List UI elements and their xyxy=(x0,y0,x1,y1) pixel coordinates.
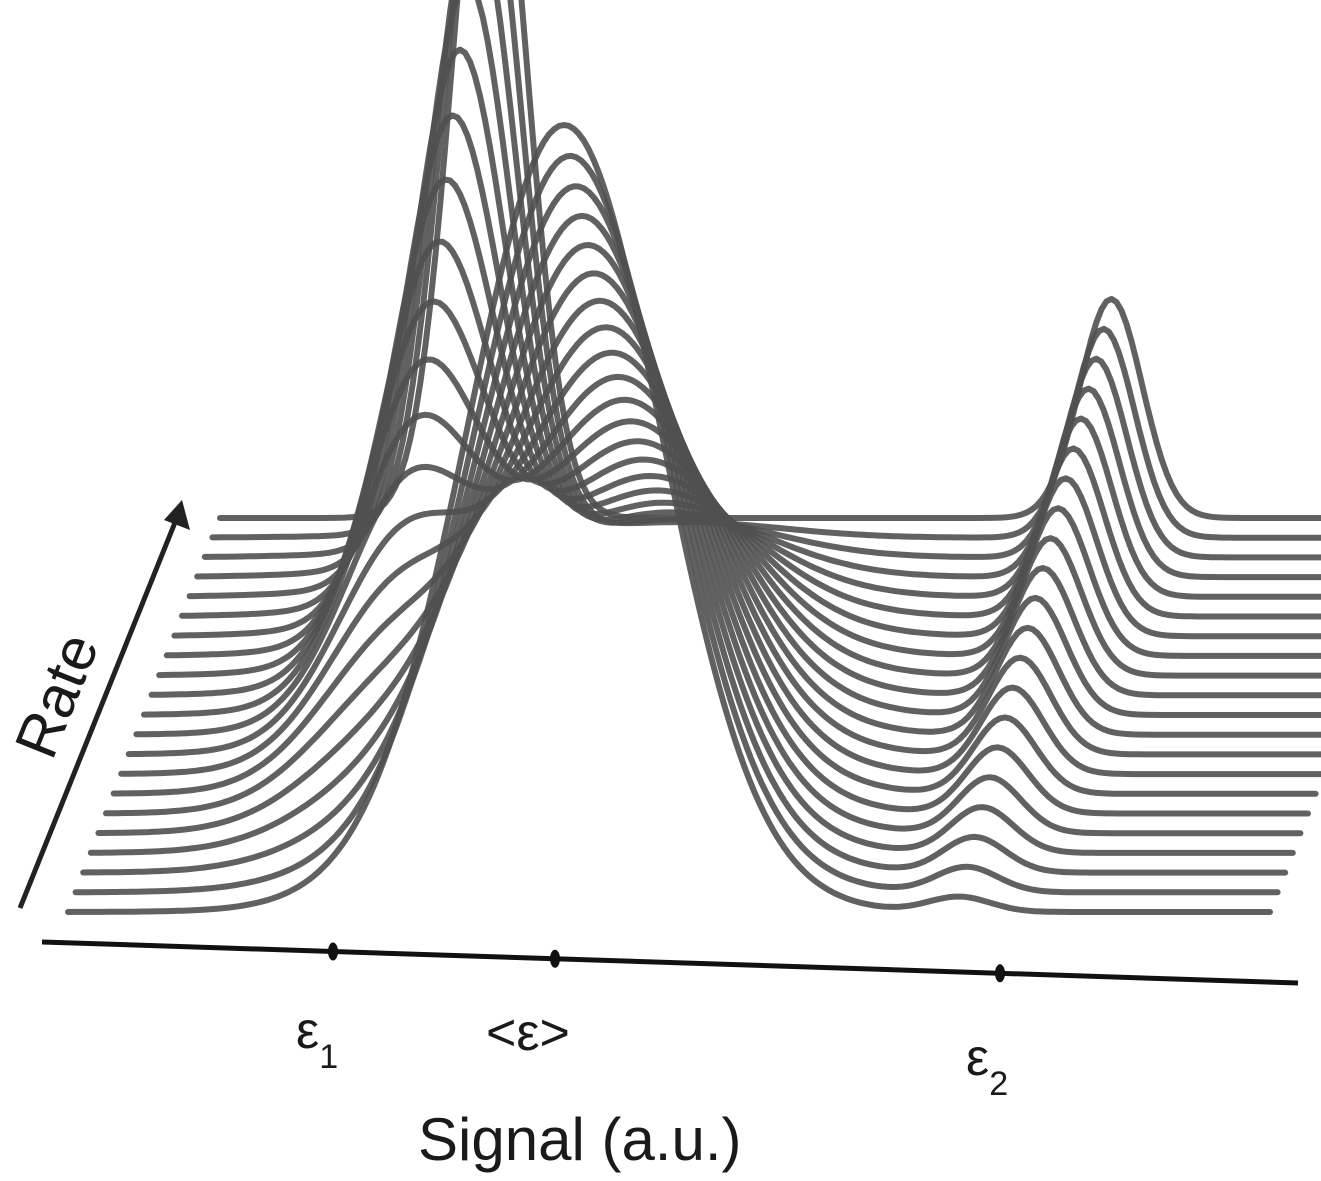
tick-label-eps2: ε2 xyxy=(966,1029,1008,1103)
trace-line-3 xyxy=(80,183,1289,876)
trace-line-11 xyxy=(141,396,1321,718)
trace-line-10 xyxy=(133,373,1321,738)
trace-line-7 xyxy=(110,297,1319,797)
trace-group xyxy=(65,0,1321,915)
y-axis-title: Rate xyxy=(2,624,112,767)
trace-line-19 xyxy=(201,0,1321,561)
tick-label-eps2-base: ε xyxy=(966,1029,989,1087)
trace-line-4 xyxy=(87,212,1296,856)
tick-label-eps2-sub: 2 xyxy=(989,1065,1008,1103)
tick-mark-eps1 xyxy=(328,942,338,961)
x-tick-marks xyxy=(328,942,1005,983)
trace-line-5 xyxy=(95,242,1304,837)
trace-line-9 xyxy=(125,349,1321,758)
tick-mark-eps-mean xyxy=(550,949,560,968)
trace-line-1 xyxy=(65,122,1273,915)
trace-line-12 xyxy=(148,356,1321,699)
x-axis-title: Signal (a.u.) xyxy=(418,1106,742,1173)
trace-line-21 xyxy=(217,0,1321,521)
x-axis-line xyxy=(41,939,1299,986)
tick-label-eps-mean: <ε> xyxy=(486,1004,570,1062)
tick-label-eps1-base: ε xyxy=(296,1002,319,1060)
tick-label-eps1: ε1 xyxy=(296,1002,338,1076)
trace-line-2 xyxy=(72,152,1281,896)
tick-mark-eps2 xyxy=(995,964,1005,983)
trace-line-8 xyxy=(118,324,1321,778)
trace-line-20 xyxy=(209,0,1321,541)
rate-axis-arrow xyxy=(17,500,190,909)
tick-label-eps1-sub: 1 xyxy=(319,1038,338,1076)
trace-line-6 xyxy=(103,270,1311,817)
